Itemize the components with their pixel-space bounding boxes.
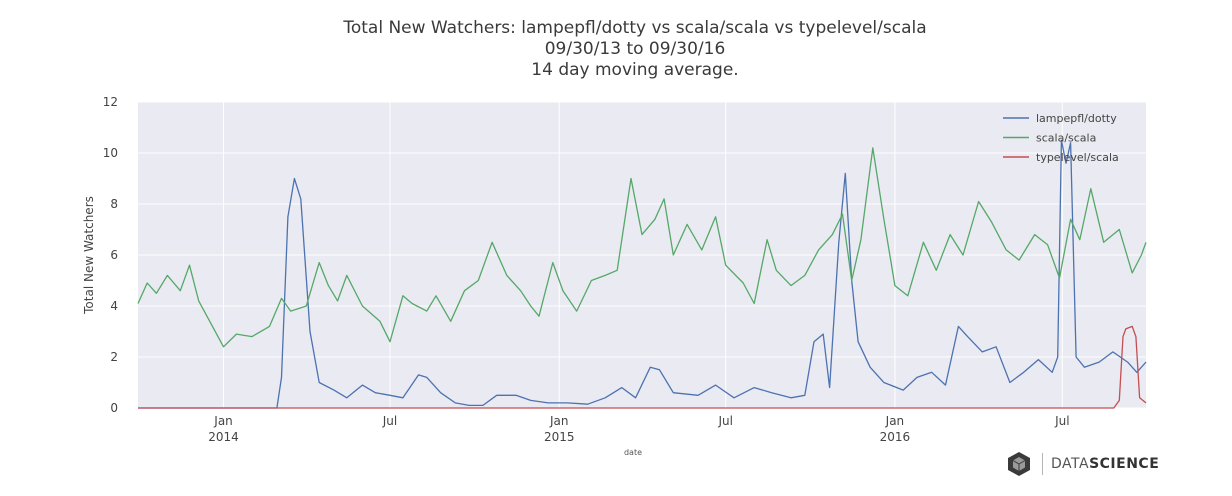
brand-separator [1042, 453, 1043, 475]
x-tick-year-label: 2016 [880, 430, 911, 444]
legend-label: typelevel/scala [1036, 151, 1119, 164]
y-axis-label: Total New Watchers [82, 196, 96, 315]
chart-subtitle: 09/30/13 to 09/30/16 [544, 39, 726, 59]
axis-ticks: 0 2 4 6 8 10 12 Jan 2014 Jul Jan 2015 Jul Jan 2016 Jul [103, 95, 1070, 444]
legend: lampepfl/dotty scala/scala typelevel/scala [1003, 112, 1119, 164]
brand-wordmark: DATASCIENCE [1051, 456, 1160, 472]
series-lines [137, 139, 1147, 409]
series-line-lampepfl-dotty [138, 139, 1147, 409]
chart-title-block: Total New Watchers: lampepfl/dotty vs sc… [0, 18, 1232, 81]
y-tick-label: 8 [110, 197, 118, 211]
x-tick-year-label: 2015 [544, 430, 575, 444]
series-line-scala-scala [137, 147, 1147, 348]
x-axis-label: date [624, 448, 642, 457]
y-tick-label: 10 [103, 146, 118, 160]
x-tick-label: Jul [717, 414, 732, 428]
legend-label: lampepfl/dotty [1036, 112, 1117, 125]
y-tick-label: 6 [110, 248, 118, 262]
y-tick-label: 2 [110, 350, 118, 364]
x-tick-label: Jan [549, 414, 569, 428]
x-tick-label: Jul [382, 414, 397, 428]
x-tick-year-label: 2014 [208, 430, 239, 444]
y-tick-label: 0 [110, 401, 118, 415]
chart-title: Total New Watchers: lampepfl/dotty vs sc… [343, 18, 927, 38]
series-line-typelevel-scala [138, 325, 1147, 409]
legend-label: scala/scala [1036, 132, 1096, 145]
x-tick-label: Jul [1054, 414, 1069, 428]
brand-logo: DATASCIENCE [1006, 451, 1159, 477]
y-tick-label: 12 [103, 95, 118, 109]
x-tick-label: Jan [885, 414, 905, 428]
hexagon-cube-icon [1008, 452, 1030, 476]
x-tick-label: Jan [213, 414, 233, 428]
chart-subtitle-2: 14 day moving average. [531, 60, 739, 80]
y-tick-label: 4 [110, 299, 118, 313]
